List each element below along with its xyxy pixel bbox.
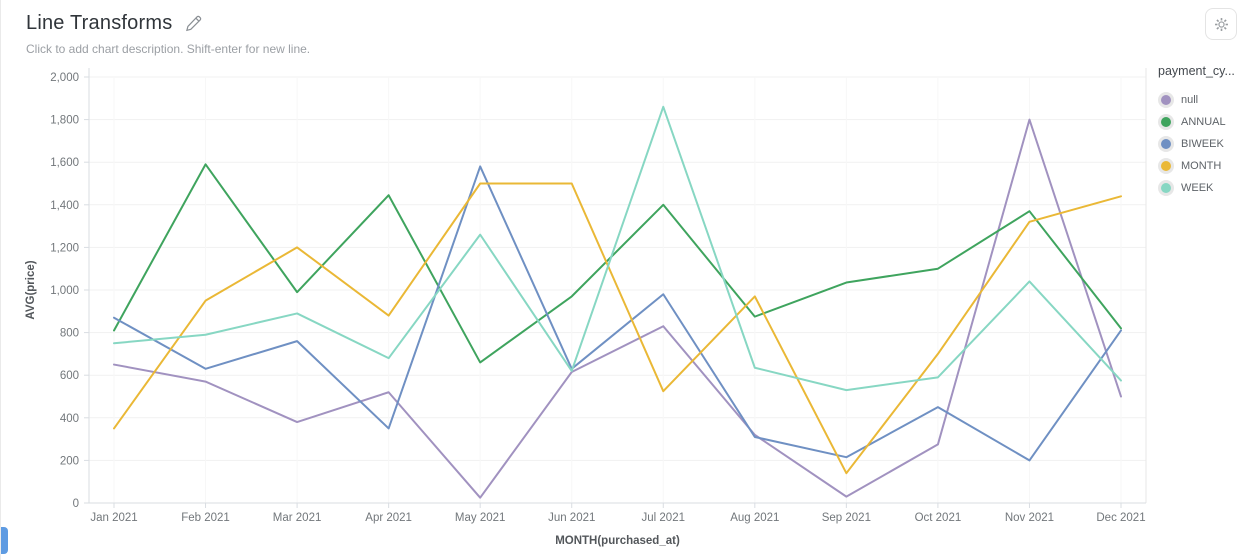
svg-text:Sep 2021: Sep 2021 bbox=[822, 512, 871, 524]
svg-text:0: 0 bbox=[73, 498, 79, 510]
svg-text:Jul 2021: Jul 2021 bbox=[642, 512, 685, 524]
legend-swatch-icon bbox=[1161, 95, 1171, 105]
legend-item-label: ANNUAL bbox=[1181, 116, 1226, 128]
svg-text:MONTH(purchased_at): MONTH(purchased_at) bbox=[555, 535, 680, 547]
legend-swatch-icon bbox=[1161, 117, 1171, 127]
partial-ui-fragment bbox=[1, 527, 8, 554]
svg-text:1,200: 1,200 bbox=[50, 242, 79, 254]
legend-item-annual[interactable]: ANNUAL bbox=[1158, 111, 1252, 133]
legend-item-month[interactable]: MONTH bbox=[1158, 155, 1252, 177]
line-chart[interactable]: 0 200 400 600 800 1,000 1,200 1,400 1,600 1,800 2,… bbox=[1, 60, 1156, 560]
svg-text:AVG(price): AVG(price) bbox=[25, 260, 37, 319]
svg-text:Mar 2021: Mar 2021 bbox=[273, 512, 322, 524]
svg-text:1,600: 1,600 bbox=[50, 157, 79, 169]
legend-item-label: WEEK bbox=[1181, 182, 1214, 194]
legend-item-biweek[interactable]: BIWEEK bbox=[1158, 133, 1252, 155]
gear-icon bbox=[1214, 17, 1228, 31]
legend-item-label: null bbox=[1181, 94, 1199, 106]
svg-text:1,000: 1,000 bbox=[50, 285, 79, 297]
chart-description-placeholder[interactable]: Click to add chart description. Shift-en… bbox=[26, 42, 311, 56]
svg-text:Jun 2021: Jun 2021 bbox=[548, 512, 595, 524]
svg-text:Apr 2021: Apr 2021 bbox=[365, 512, 412, 524]
legend-item-label: BIWEEK bbox=[1181, 138, 1224, 150]
pencil-icon bbox=[185, 15, 202, 32]
edit-title-button[interactable] bbox=[184, 15, 202, 33]
legend: payment_cy... null ANNUAL BIWEEK MONTH WEEK bbox=[1158, 64, 1252, 199]
legend-item-week[interactable]: WEEK bbox=[1158, 177, 1252, 199]
svg-text:1,800: 1,800 bbox=[50, 115, 79, 127]
svg-text:200: 200 bbox=[60, 455, 79, 467]
svg-text:2,000: 2,000 bbox=[50, 72, 79, 84]
legend-item-label: MONTH bbox=[1181, 160, 1222, 172]
legend-item-null[interactable]: null bbox=[1158, 89, 1252, 111]
svg-text:Aug 2021: Aug 2021 bbox=[730, 512, 779, 524]
svg-text:Jan 2021: Jan 2021 bbox=[90, 512, 137, 524]
svg-text:800: 800 bbox=[60, 328, 79, 340]
legend-swatch-icon bbox=[1161, 139, 1171, 149]
svg-text:Dec 2021: Dec 2021 bbox=[1096, 512, 1145, 524]
page-title[interactable]: Line Transforms bbox=[26, 12, 173, 34]
svg-text:Oct 2021: Oct 2021 bbox=[915, 512, 962, 524]
chart-header: Line Transforms Click to add chart descr… bbox=[26, 12, 310, 56]
svg-text:Feb 2021: Feb 2021 bbox=[181, 512, 230, 524]
settings-button[interactable] bbox=[1205, 8, 1237, 40]
svg-text:600: 600 bbox=[60, 370, 79, 382]
svg-text:Nov 2021: Nov 2021 bbox=[1005, 512, 1054, 524]
svg-text:1,400: 1,400 bbox=[50, 200, 79, 212]
legend-title: payment_cy... bbox=[1158, 64, 1235, 78]
legend-swatch-icon bbox=[1161, 161, 1171, 171]
svg-text:May 2021: May 2021 bbox=[455, 512, 506, 524]
legend-swatch-icon bbox=[1161, 183, 1171, 193]
svg-text:400: 400 bbox=[60, 413, 79, 425]
